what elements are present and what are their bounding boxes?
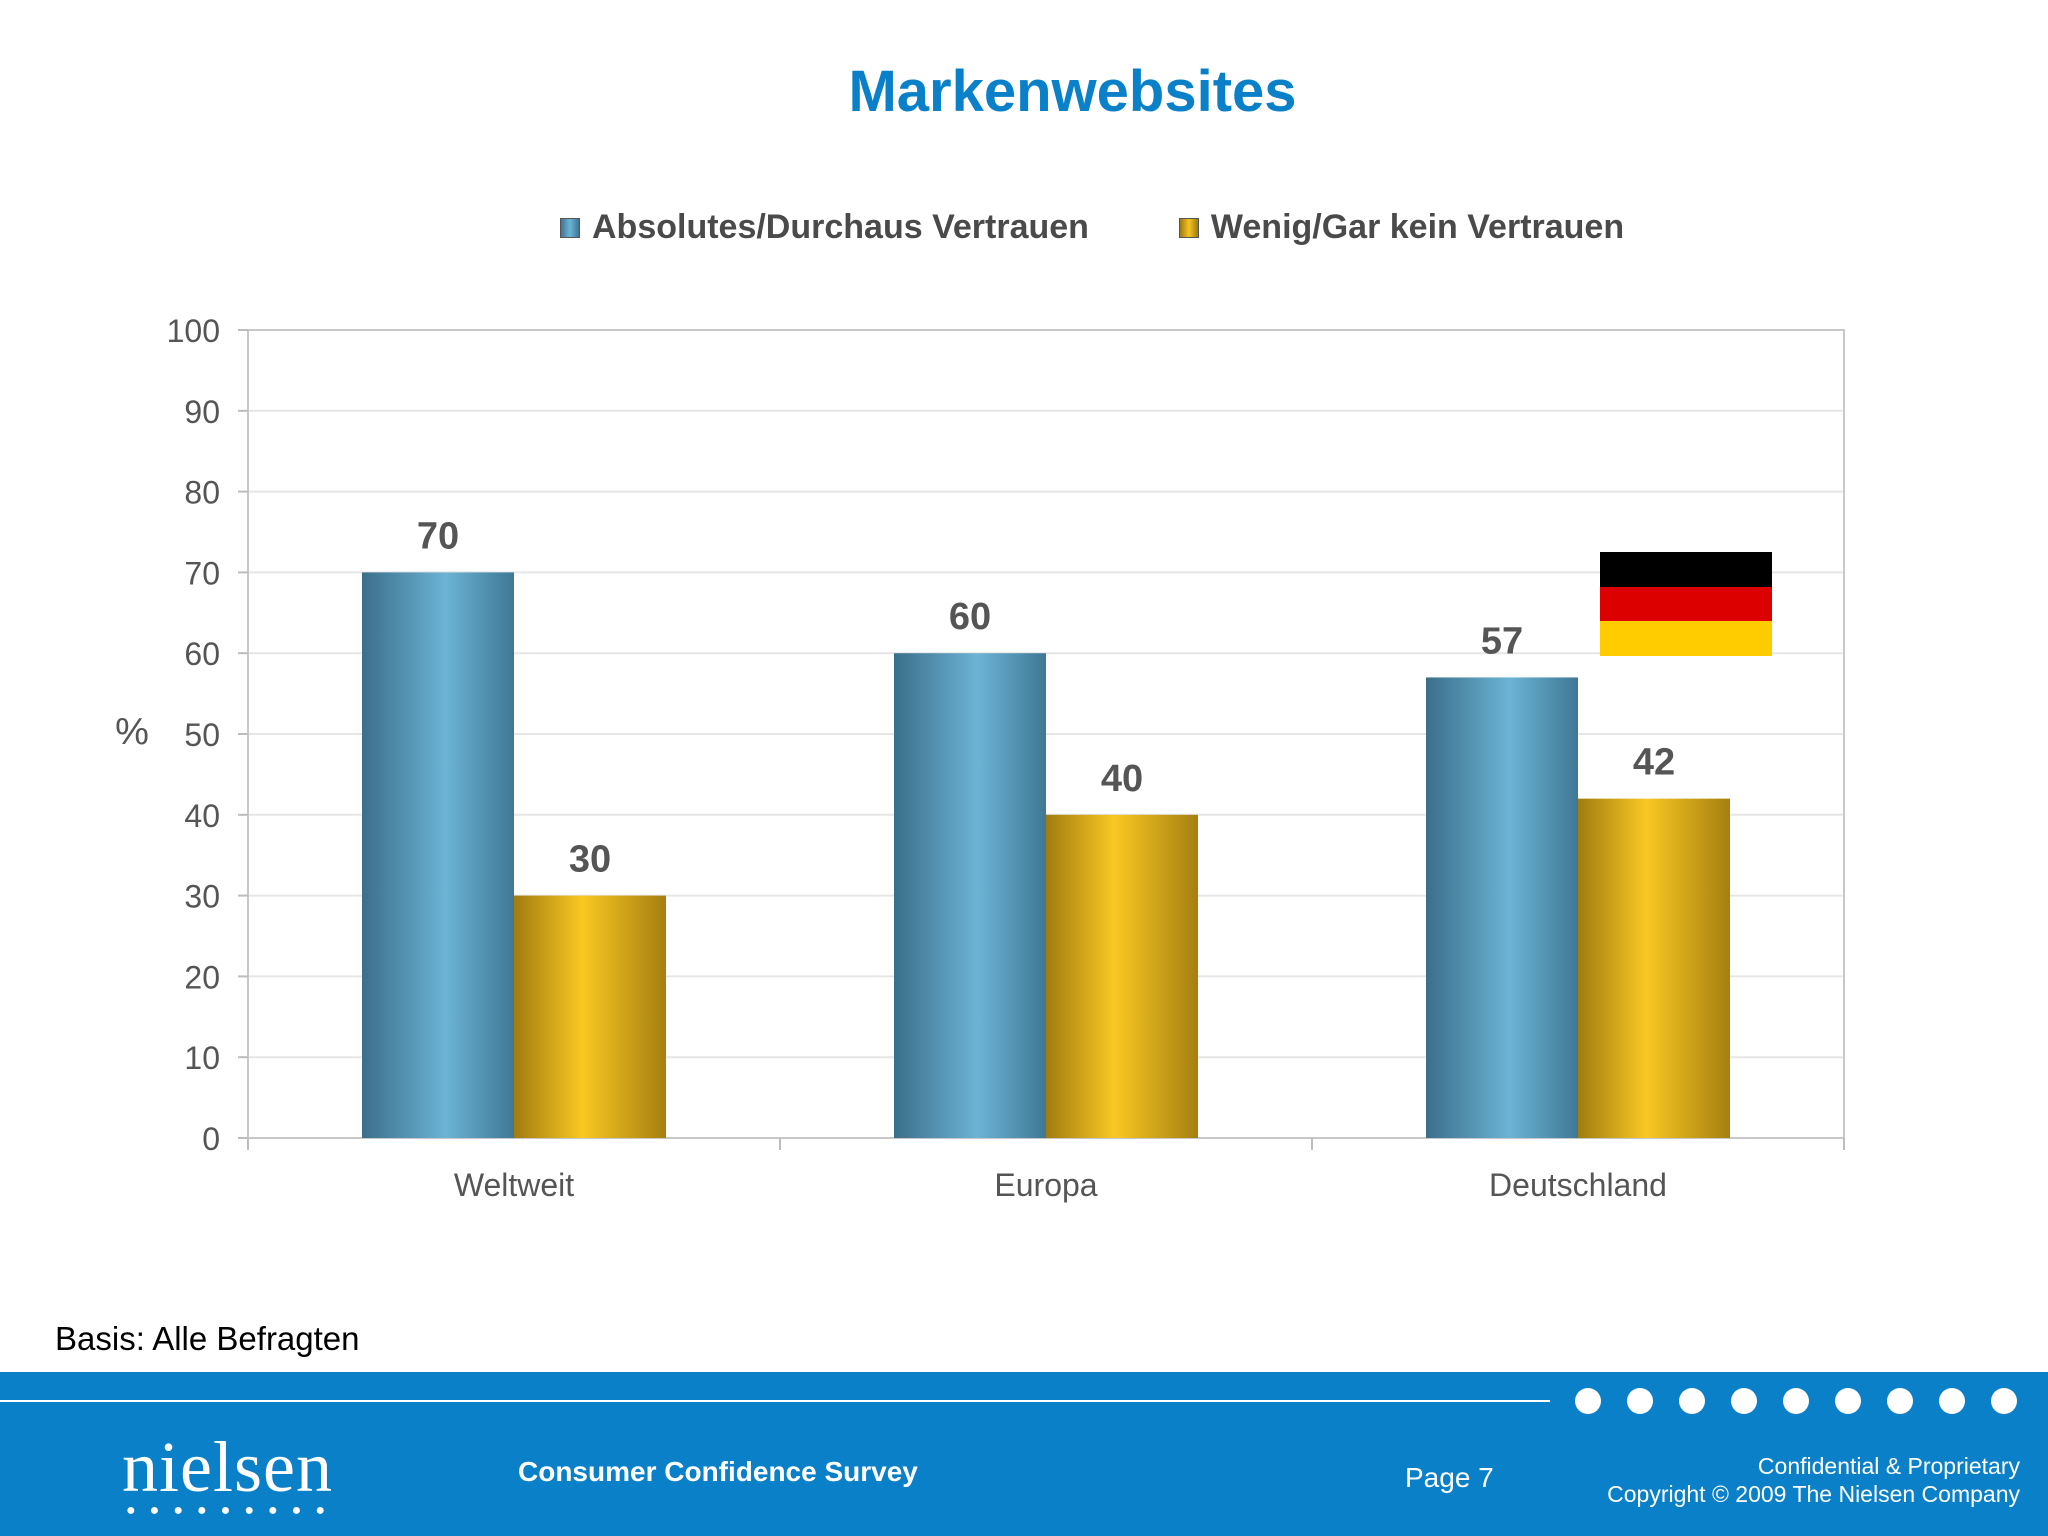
data-label: 57 [1481,620,1523,662]
legend-label-trust: Absolutes/Durchaus Vertrauen [592,208,1089,246]
y-tick-label: 100 [167,313,220,349]
chart-legend: Absolutes/Durchaus Vertrauen Wenig/Gar k… [560,208,1624,247]
chart-title: Markenwebsites [848,59,1297,124]
data-label: 40 [1101,758,1143,800]
data-label: 60 [949,596,991,638]
footnote: Basis: Alle Befragten [55,1320,360,1357]
y-tick-label: 10 [184,1040,220,1076]
y-tick-label: 40 [184,798,220,834]
y-tick-label: 70 [184,555,220,591]
y-tick-label: 0 [202,1121,220,1157]
x-tick-label: Deutschland [1489,1167,1667,1203]
bar [894,653,1046,1138]
page-number: Page 7 [1405,1462,1494,1493]
footer-dot [1783,1388,1809,1414]
legend-swatch-gold [1178,217,1199,238]
logo-dots: ●●●●●●●●● [126,1502,339,1519]
data-label: 70 [417,515,459,557]
bar [1046,814,1198,1138]
x-tick-label: Weltweit [454,1167,574,1203]
legend-label-distrust: Wenig/Gar kein Vertrauen [1210,208,1625,246]
legend-item-trust: Absolutes/Durchaus Vertrauen [560,208,1089,247]
footer-dot [1679,1388,1705,1414]
copyright-line: Copyright © 2009 The Nielsen Company [1607,1481,2020,1507]
bar-chart: 0 10 20 30 40 50 60 70 80 90 100 70 30 60 40 57 42 Welt… [115,313,1845,1203]
footer-divider [0,1400,1550,1402]
y-tick-label: 80 [184,475,220,511]
footer-dot [1835,1388,1861,1414]
y-axis-label: % [115,711,149,753]
data-label: 42 [1633,742,1675,784]
bar [1578,798,1730,1138]
footer-dot [1575,1388,1601,1414]
y-tick-label: 90 [184,394,220,430]
footer-bar: nielsen ●●●●●●●●● Consumer Confidence Su… [0,1372,2048,1536]
legend-item-distrust: Wenig/Gar kein Vertrauen [1178,208,1625,247]
footer-dot [1991,1388,2017,1414]
confidential-line: Confidential & Proprietary [1757,1453,2020,1479]
data-label: 30 [569,839,611,881]
y-tick-label: 20 [184,959,220,995]
footer-dot [1627,1388,1653,1414]
y-tick-label: 30 [184,879,220,915]
survey-name: Consumer Confidence Survey [518,1456,918,1487]
footer-dot [1731,1388,1757,1414]
bar [514,895,666,1138]
bar [1426,677,1578,1138]
x-tick-label: Europa [994,1167,1097,1203]
legend-swatch-blue [560,217,580,238]
germany-flag-icon [1600,552,1772,656]
y-tick-label: 60 [184,636,220,672]
footer-dot [1887,1388,1913,1414]
footer-dot [1939,1388,1965,1414]
footer-dots [1575,1388,2017,1414]
bar [362,572,514,1138]
confidential-notice: Confidential & Proprietary Copyright © 2… [1607,1452,2020,1508]
nielsen-logo: nielsen [122,1427,333,1507]
y-tick-label: 50 [184,717,220,753]
